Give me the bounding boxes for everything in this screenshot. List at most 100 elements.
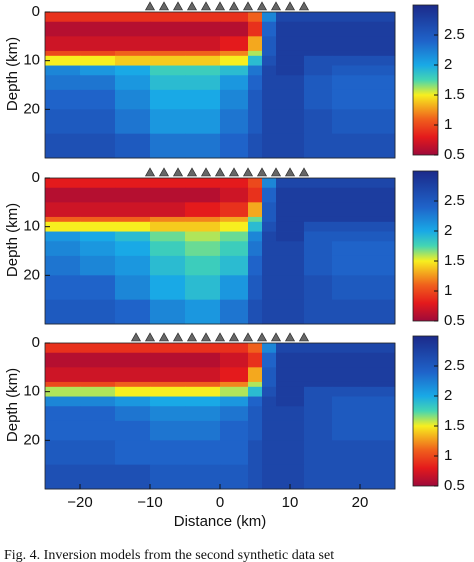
cell	[304, 75, 333, 91]
cell	[248, 343, 263, 354]
cell	[115, 343, 151, 354]
cell	[150, 12, 186, 23]
cell	[360, 420, 396, 441]
y-axis-label: Depth (km)	[4, 203, 21, 277]
cell	[276, 202, 305, 218]
cell	[220, 55, 249, 66]
cell	[332, 386, 361, 397]
cell	[115, 50, 151, 57]
cell	[185, 187, 221, 203]
cell	[185, 36, 221, 52]
cell	[185, 65, 221, 76]
cell	[304, 420, 333, 441]
cell	[248, 221, 263, 232]
cell	[332, 231, 361, 242]
colorbar-tick-label: 1	[444, 116, 452, 133]
cell	[276, 343, 305, 354]
x-tick-label: 10	[282, 494, 299, 511]
colorbar-tick-label: 0.5	[444, 477, 465, 494]
cell	[115, 299, 151, 325]
cell	[45, 406, 81, 422]
colorbar-tick-label: 1	[444, 447, 452, 464]
cell	[185, 12, 221, 23]
cell	[150, 406, 186, 422]
cell	[45, 50, 81, 57]
cell	[304, 55, 333, 66]
cell	[220, 187, 249, 203]
cell	[150, 133, 186, 159]
cell	[304, 255, 333, 276]
station	[214, 332, 226, 342]
cell	[220, 216, 249, 223]
cell	[262, 231, 277, 242]
station	[200, 1, 212, 11]
cell	[262, 255, 277, 276]
station	[256, 167, 268, 177]
cell	[262, 396, 277, 407]
cell	[276, 221, 305, 232]
cell	[45, 343, 81, 354]
cell	[150, 440, 186, 466]
cell	[332, 299, 361, 325]
cell	[45, 133, 81, 159]
cell	[276, 12, 305, 23]
cell	[360, 50, 396, 57]
cell	[248, 381, 263, 388]
cell	[150, 420, 186, 441]
cell	[150, 216, 186, 223]
cell	[304, 381, 333, 388]
cell	[332, 406, 361, 422]
colorbar-tick-label: 1.5	[444, 252, 465, 269]
cell	[304, 109, 333, 135]
y-tick-label: 20	[23, 100, 40, 117]
cell	[276, 299, 305, 325]
cell	[220, 343, 249, 354]
cell	[360, 75, 396, 91]
y-tick-label: 10	[23, 52, 40, 69]
cell	[80, 21, 116, 37]
cell	[80, 65, 116, 76]
station	[200, 332, 212, 342]
cell	[360, 275, 396, 301]
cell	[80, 36, 116, 52]
cell	[220, 221, 249, 232]
cell	[360, 36, 396, 52]
cell	[304, 221, 333, 232]
cell	[276, 65, 305, 76]
cell	[45, 231, 81, 242]
cell	[150, 299, 186, 325]
cell	[262, 367, 277, 383]
cell	[360, 440, 396, 466]
cell	[220, 386, 249, 397]
cell	[220, 178, 249, 189]
cell	[262, 36, 277, 52]
station	[242, 332, 254, 342]
cell	[80, 55, 116, 66]
cell	[185, 221, 221, 232]
cell	[115, 231, 151, 242]
cell	[262, 202, 277, 218]
cell	[304, 36, 333, 52]
cell	[185, 420, 221, 441]
cell	[304, 231, 333, 242]
cell	[185, 343, 221, 354]
cell	[360, 55, 396, 66]
cell	[115, 241, 151, 257]
station	[270, 332, 282, 342]
station	[242, 1, 254, 11]
cell	[304, 216, 333, 223]
cell	[276, 216, 305, 223]
cell	[220, 75, 249, 91]
cell	[332, 464, 361, 490]
colorbar	[412, 335, 439, 487]
cell	[360, 178, 396, 189]
cell	[115, 275, 151, 301]
colorbar-tick-label: 1	[444, 282, 452, 299]
cell	[150, 221, 186, 232]
cell	[80, 133, 116, 159]
cell	[185, 241, 221, 257]
cell	[80, 396, 116, 407]
cell	[220, 440, 249, 466]
cell	[332, 221, 361, 232]
